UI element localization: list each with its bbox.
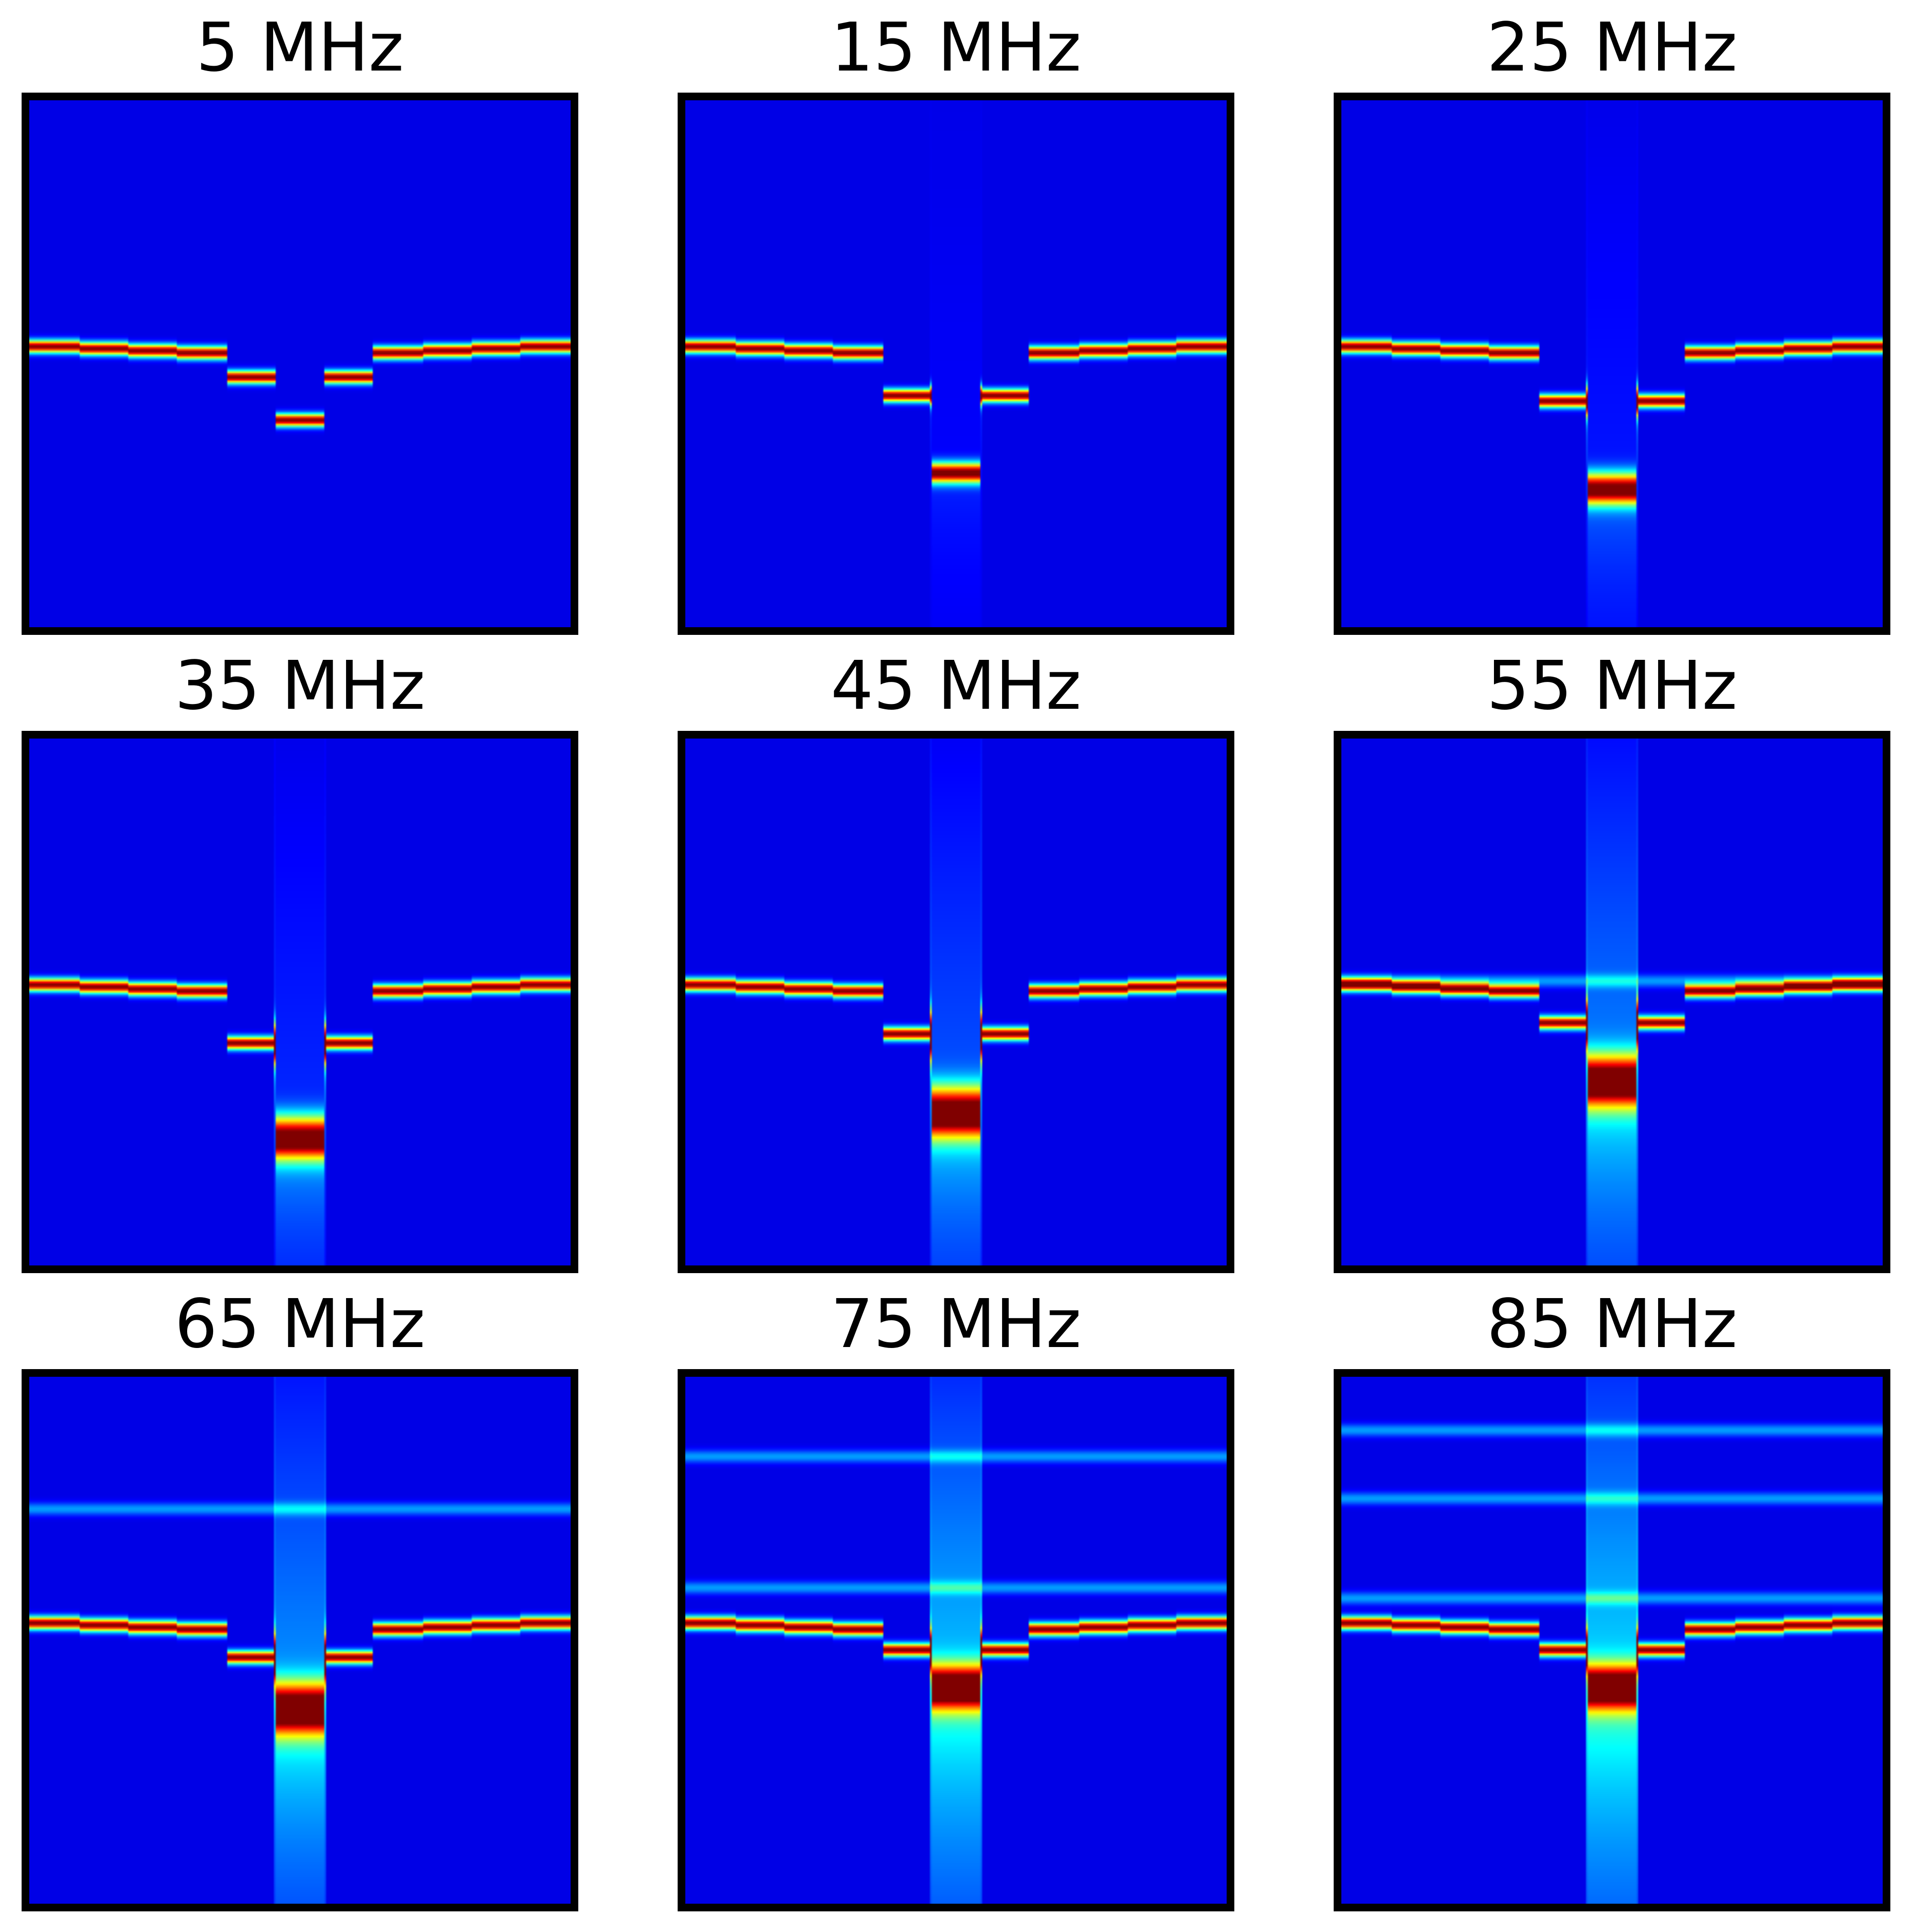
panel-55mhz: 55 MHz — [1334, 650, 1890, 1273]
panel-75mhz: 75 MHz — [678, 1288, 1234, 1911]
panel-title: 75 MHz — [830, 1285, 1082, 1363]
heatmap-plot — [22, 731, 578, 1273]
panel-title: 25 MHz — [1486, 9, 1738, 87]
heatmap-plot — [22, 1369, 578, 1911]
plot-frame — [678, 93, 1234, 635]
panel-85mhz: 85 MHz — [1334, 1288, 1890, 1911]
plot-frame — [678, 731, 1234, 1273]
heatmap-image — [29, 1377, 571, 1904]
heatmap-image — [685, 739, 1227, 1265]
panel-45mhz: 45 MHz — [678, 650, 1234, 1273]
heatmap-plot — [678, 731, 1234, 1273]
plot-frame — [22, 1369, 578, 1911]
heatmap-image — [685, 1377, 1227, 1904]
heatmap-image — [1341, 1377, 1883, 1904]
heatmap-image — [685, 100, 1227, 627]
plot-frame — [22, 93, 578, 635]
heatmap-image — [1341, 739, 1883, 1265]
panel-title: 85 MHz — [1486, 1285, 1738, 1363]
panel-title: 5 MHz — [196, 9, 404, 87]
panel-65mhz: 65 MHz — [22, 1288, 578, 1911]
plot-frame — [1334, 731, 1890, 1273]
heatmap-plot — [22, 93, 578, 635]
panel-title: 55 MHz — [1486, 647, 1738, 725]
heatmap-plot — [1334, 93, 1890, 635]
heatmap-image — [29, 100, 571, 627]
heatmap-image — [29, 739, 571, 1265]
heatmap-plot — [678, 93, 1234, 635]
panel-title: 15 MHz — [830, 9, 1082, 87]
panel-title: 35 MHz — [174, 647, 426, 725]
heatmap-plot — [678, 1369, 1234, 1911]
heatmap-image — [1341, 100, 1883, 627]
heatmap-plot — [1334, 1369, 1890, 1911]
heatmap-plot — [1334, 731, 1890, 1273]
panel-15mhz: 15 MHz — [678, 12, 1234, 635]
plot-frame — [1334, 1369, 1890, 1911]
plot-frame — [678, 1369, 1234, 1911]
panel-title: 65 MHz — [174, 1285, 426, 1363]
panel-35mhz: 35 MHz — [22, 650, 578, 1273]
plot-frame — [1334, 93, 1890, 635]
panel-title: 45 MHz — [830, 647, 1082, 725]
panel-5mhz: 5 MHz — [22, 12, 578, 635]
panel-25mhz: 25 MHz — [1334, 12, 1890, 635]
plot-frame — [22, 731, 578, 1273]
